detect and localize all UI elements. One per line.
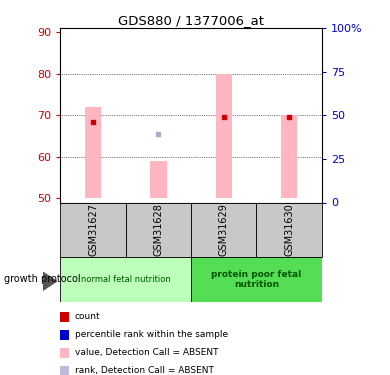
Bar — [150, 161, 167, 198]
Polygon shape — [43, 272, 57, 290]
Bar — [281, 115, 297, 198]
Text: GSM31629: GSM31629 — [219, 203, 229, 256]
Text: normal fetal nutrition: normal fetal nutrition — [81, 275, 171, 284]
Bar — [191, 257, 322, 302]
Text: GSM31628: GSM31628 — [153, 203, 163, 256]
Text: GSM31627: GSM31627 — [88, 203, 98, 256]
Bar — [191, 202, 257, 257]
Bar — [60, 202, 126, 257]
Bar — [126, 202, 191, 257]
Text: rank, Detection Call = ABSENT: rank, Detection Call = ABSENT — [75, 366, 214, 375]
Bar — [216, 74, 232, 198]
Text: protein poor fetal
nutrition: protein poor fetal nutrition — [211, 270, 301, 289]
Text: GSM31630: GSM31630 — [284, 203, 294, 256]
Text: percentile rank within the sample: percentile rank within the sample — [75, 330, 228, 339]
Bar — [257, 202, 322, 257]
Text: value, Detection Call = ABSENT: value, Detection Call = ABSENT — [75, 348, 218, 357]
Title: GDS880 / 1377006_at: GDS880 / 1377006_at — [118, 14, 264, 27]
Bar — [85, 107, 101, 198]
Text: count: count — [75, 312, 101, 321]
Bar — [60, 257, 191, 302]
Text: growth protocol: growth protocol — [4, 274, 80, 284]
